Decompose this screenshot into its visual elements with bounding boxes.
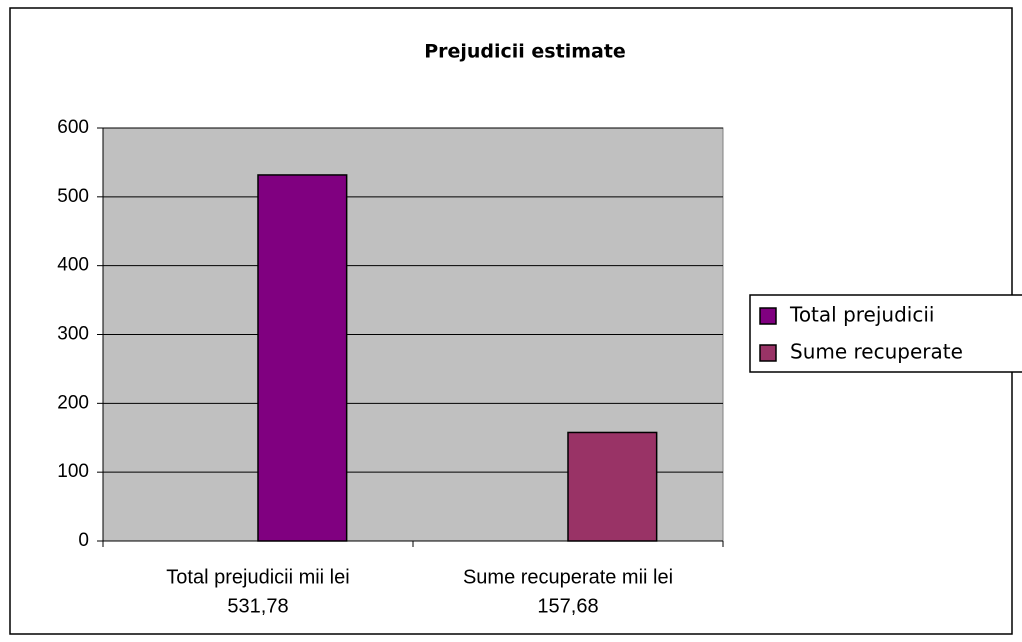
y-tick-label: 200 — [57, 392, 89, 413]
legend-box — [749, 294, 1022, 373]
legend-swatch — [759, 344, 777, 362]
legend-label: Sume recuperate — [790, 340, 963, 364]
y-tick-label: 600 — [57, 117, 89, 138]
y-tick-label: 300 — [57, 324, 89, 345]
y-tick-label: 0 — [78, 530, 89, 551]
x-tick-label: Sume recuperate mii lei — [463, 566, 673, 588]
y-tick-label: 100 — [57, 461, 89, 482]
y-tick-label: 500 — [57, 186, 89, 207]
bar — [567, 431, 658, 542]
legend-swatch — [759, 307, 777, 325]
x-tick-label: 531,78 — [227, 595, 288, 617]
bar — [257, 174, 348, 542]
chart-title: Prejudicii estimate — [424, 41, 626, 63]
x-tick-label: Total prejudicii mii lei — [166, 566, 349, 588]
x-tick-label: 157,68 — [537, 595, 598, 617]
y-tick-label: 400 — [57, 255, 89, 276]
legend-label: Total prejudicii — [789, 303, 934, 327]
